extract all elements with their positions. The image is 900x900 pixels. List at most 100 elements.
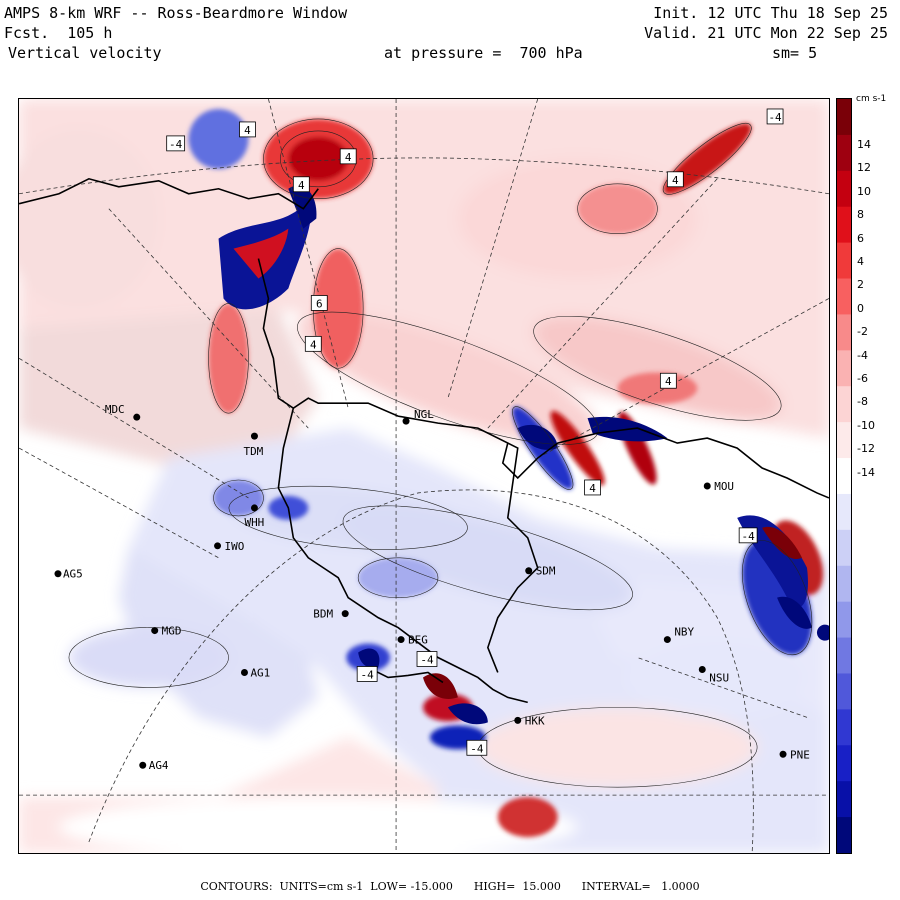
colorbar-tick-label: -10 [857, 418, 875, 432]
svg-text:-4: -4 [768, 111, 782, 124]
contour-label: 4 [666, 171, 684, 188]
svg-text:4: 4 [589, 482, 596, 495]
svg-text:HKK: HKK [525, 714, 545, 727]
svg-text:MOU: MOU [714, 480, 734, 493]
colorbar-tick-label: -4 [857, 348, 868, 362]
colorbar-swatch [837, 170, 851, 208]
valid-time: Valid. 21 UTC Mon 22 Sep 25 [644, 24, 888, 42]
svg-text:-4: -4 [470, 742, 484, 755]
svg-text:4: 4 [345, 151, 352, 164]
colorbar-swatch [837, 422, 851, 459]
colorbar-swatch [837, 673, 851, 710]
colorbar-tick-label: -14 [857, 465, 875, 479]
svg-text:4: 4 [310, 338, 317, 351]
contour-label: -4 [738, 527, 758, 544]
colorbar-swatch [837, 817, 851, 853]
contour-label: 4 [659, 372, 677, 389]
colorbar-swatch [837, 278, 851, 315]
colorbar-tick-label: -8 [857, 395, 868, 409]
colorbar-swatch [837, 206, 851, 244]
colorbar-swatch [837, 242, 851, 280]
contour-label: 6 [310, 295, 328, 311]
contour-label: 4 [292, 176, 310, 193]
svg-text:-4: -4 [169, 138, 183, 151]
svg-text:NSU: NSU [709, 671, 729, 684]
svg-text:4: 4 [665, 375, 672, 388]
svg-text:6: 6 [316, 297, 323, 310]
station-iwo[interactable]: IWO [214, 540, 244, 553]
colorbar-swatch [837, 745, 851, 782]
pressure-level: at pressure = 700 hPa [384, 44, 583, 62]
station-ag1[interactable]: AG1 [240, 666, 270, 679]
svg-text:BEG: BEG [408, 634, 428, 647]
graticule [19, 99, 829, 853]
svg-text:MDC: MDC [105, 403, 125, 416]
colorbar-swatch [837, 781, 851, 818]
colorbar-tick-label: 2 [857, 278, 864, 292]
colorbar-swatch [837, 493, 851, 531]
station-mou[interactable]: MOU [703, 480, 734, 493]
station-sdm[interactable]: SDM [525, 565, 556, 578]
station-nby[interactable]: NBY [663, 626, 695, 644]
init-time: Init. 12 UTC Thu 18 Sep 25 [653, 4, 888, 22]
svg-text:AG4: AG4 [149, 759, 169, 772]
contour-label: -4 [766, 108, 784, 125]
colorbar-swatch [837, 99, 851, 136]
svg-text:IWO: IWO [225, 540, 245, 553]
colorbar-swatch [837, 458, 851, 495]
svg-text:-4: -4 [742, 530, 756, 543]
station-tdm[interactable]: TDM [243, 432, 264, 458]
colorbar-tick-label: -2 [857, 325, 868, 339]
station-whh[interactable]: WHH [244, 504, 264, 529]
colorbar-swatch [837, 350, 851, 387]
svg-text:TDM: TDM [243, 445, 263, 458]
station-ag5[interactable]: AG5 [54, 568, 83, 581]
colorbar-unit: cm s-1 [856, 94, 887, 104]
contour-label: 4 [339, 148, 357, 165]
contour-labels: -4 4 -4 4 4 4 6 4 4 4 -4 -4 -4 -4 [166, 108, 784, 756]
svg-text:AG1: AG1 [250, 666, 270, 679]
colorbar-swatch [837, 565, 851, 603]
colorbar-swatch [837, 134, 851, 172]
station-mgd[interactable]: MGD [151, 625, 182, 638]
colorbar [836, 98, 852, 854]
svg-text:PNE: PNE [790, 748, 810, 761]
contour-label: -4 [356, 666, 378, 682]
contour-info-footer: CONTOURS: UNITS=cm s-1 LOW= -15.000 HIGH… [200, 880, 700, 893]
contour-lines [68, 118, 813, 788]
contour-label: -4 [416, 651, 438, 667]
station-mdc[interactable]: MDC [105, 403, 141, 421]
smoothing: sm= 5 [772, 44, 818, 62]
svg-text:NGL: NGL [414, 408, 434, 421]
svg-text:4: 4 [298, 179, 305, 192]
svg-text:MGD: MGD [162, 625, 182, 638]
svg-text:BDM: BDM [313, 608, 333, 621]
colorbar-swatch [837, 529, 851, 567]
colorbar-tick-label: 12 [857, 161, 871, 175]
contour-label: -4 [166, 135, 186, 152]
svg-text:WHH: WHH [244, 516, 264, 529]
svg-text:SDM: SDM [536, 565, 556, 578]
svg-text:NBY: NBY [674, 626, 694, 639]
station-pne[interactable]: PNE [779, 748, 810, 761]
colorbar-swatch [837, 314, 851, 351]
station-beg[interactable]: BEG [397, 634, 428, 647]
colorbar-tick-label: 4 [857, 255, 864, 268]
station-nsu[interactable]: NSU [698, 665, 729, 684]
station-hkk[interactable]: HKK [514, 714, 545, 727]
map-title: AMPS 8-km WRF -- Ross-Beardmore Window [4, 4, 348, 22]
station-ag4[interactable]: AG4 [139, 759, 169, 772]
svg-text:4: 4 [672, 174, 679, 187]
colorbar-tick-label: -6 [857, 372, 868, 385]
colorbar-swatch [837, 637, 851, 674]
colorbar-tick-label: 10 [857, 184, 871, 198]
vertical-velocity-map: -4 4 -4 4 4 4 6 4 4 4 -4 -4 -4 -4 MDC TD… [18, 98, 830, 854]
station-bdm[interactable]: BDM [313, 608, 349, 621]
station-ngl[interactable]: NGL [402, 408, 435, 425]
contour-label: 4 [239, 121, 256, 138]
colorbar-tick-label: 14 [857, 138, 871, 151]
field-name: Vertical velocity [8, 44, 162, 62]
contour-label: 4 [584, 479, 601, 496]
svg-text:-4: -4 [420, 654, 434, 667]
stations: MDC TDM NGL WHH IWO AG5 SDM BDM MGD BEG … [54, 403, 810, 772]
